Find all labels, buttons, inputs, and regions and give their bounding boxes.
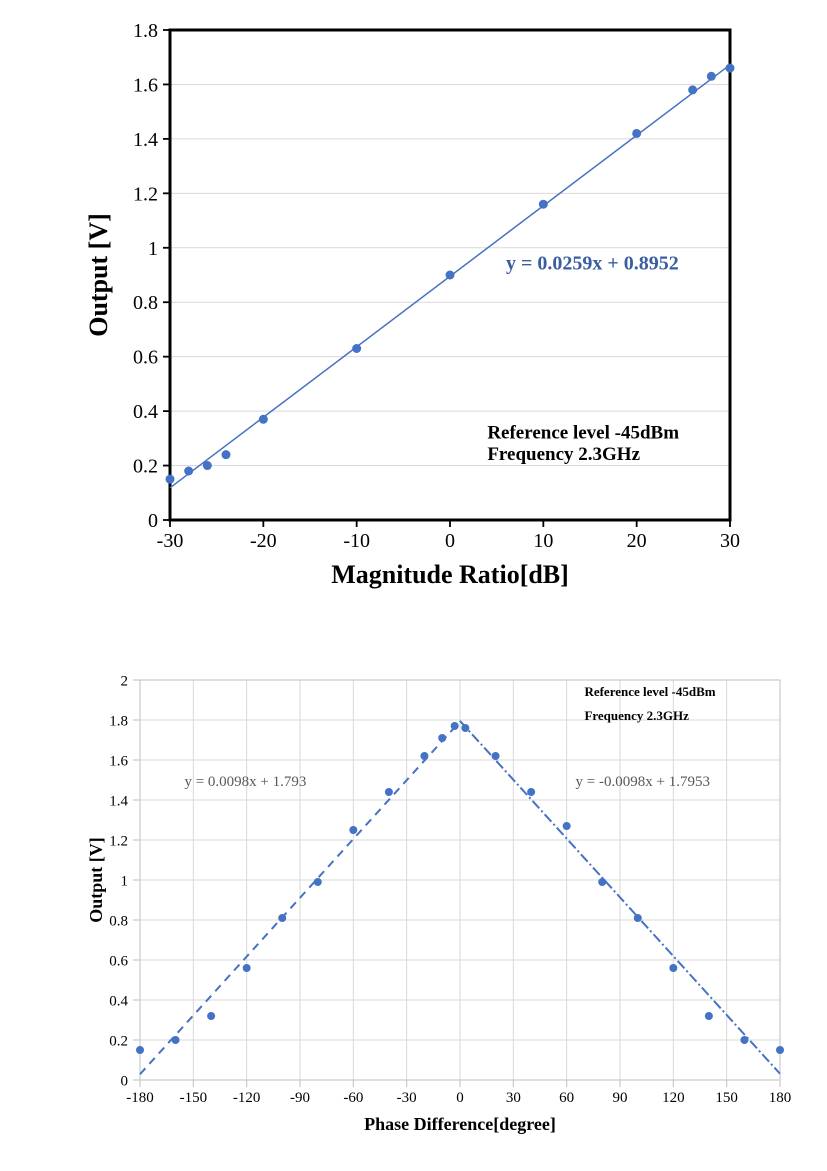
y-tick-label: 1 xyxy=(148,238,158,260)
y-tick-label: 0.8 xyxy=(109,913,128,929)
x-tick-label: 0 xyxy=(456,1090,464,1106)
x-tick-label: -180 xyxy=(126,1090,154,1106)
data-point xyxy=(599,879,606,886)
data-point xyxy=(243,965,250,972)
y-tick-label: 0.2 xyxy=(109,1033,128,1049)
data-point xyxy=(451,723,458,730)
y-tick-label: 1 xyxy=(121,873,129,889)
data-point xyxy=(634,915,641,922)
data-point xyxy=(539,200,547,208)
data-point xyxy=(777,1047,784,1054)
data-point xyxy=(462,725,469,732)
x-tick-label: -60 xyxy=(343,1090,363,1106)
x-tick-label: -30 xyxy=(397,1090,417,1106)
data-point xyxy=(689,86,697,94)
x-tick-label: -20 xyxy=(250,530,277,552)
x-tick-label: -10 xyxy=(343,530,370,552)
x-tick-label: 60 xyxy=(559,1090,574,1106)
data-point xyxy=(439,735,446,742)
data-point xyxy=(726,64,734,72)
y-tick-label: 1.4 xyxy=(133,129,158,151)
chart-annotation: Reference level -45dBm xyxy=(584,684,715,699)
data-point xyxy=(421,753,428,760)
page: -30-20-10010203000.20.40.60.811.21.41.61… xyxy=(0,0,827,1171)
data-point xyxy=(279,915,286,922)
x-tick-label: 10 xyxy=(533,530,553,552)
fit-equation: y = 0.0098x + 1.793 xyxy=(184,774,306,790)
x-tick-label: 30 xyxy=(506,1090,521,1106)
y-tick-label: 1.8 xyxy=(133,20,158,42)
y-tick-label: 1.6 xyxy=(133,74,158,96)
x-tick-label: 120 xyxy=(662,1090,685,1106)
chart-annotation: Frequency 2.3GHz xyxy=(584,708,689,723)
data-point xyxy=(670,965,677,972)
phase-difference-chart: -180 -150 -120 -90 -60 -30 0 30 60 90 120 150 180 0 0.… xyxy=(35,660,805,1160)
x-tick-label: -90 xyxy=(290,1090,310,1106)
y-tick-label: 0.4 xyxy=(133,401,158,423)
data-point xyxy=(314,879,321,886)
data-point xyxy=(222,451,230,459)
y-tick-label: 2 xyxy=(121,673,129,689)
x-tick-label: 150 xyxy=(715,1090,738,1106)
y-tick-label: 0 xyxy=(148,510,158,532)
data-point xyxy=(353,345,361,353)
data-point xyxy=(166,475,174,483)
y-tick-label: 1.4 xyxy=(109,793,128,809)
y-axis-label: Output [V] xyxy=(86,837,106,923)
fit-equation: y = 0.0259x + 0.8952 xyxy=(506,253,679,275)
data-point xyxy=(707,72,715,80)
data-point xyxy=(563,823,570,830)
y-tick-label: 0 xyxy=(121,1073,129,1089)
data-point xyxy=(137,1047,144,1054)
y-tick-label: 0.6 xyxy=(109,953,128,969)
x-tick-label: 90 xyxy=(613,1090,628,1106)
data-point xyxy=(492,753,499,760)
data-point xyxy=(385,789,392,796)
data-point xyxy=(185,467,193,475)
x-axis-label: Phase Difference[degree] xyxy=(364,1114,556,1134)
chart-annotation: Reference level -45dBm xyxy=(487,422,679,443)
data-point xyxy=(741,1037,748,1044)
y-tick-label: 0.4 xyxy=(109,993,128,1009)
x-axis-label: Magnitude Ratio[dB] xyxy=(331,560,569,589)
y-axis-label: Output [V] xyxy=(84,213,113,337)
x-tick-label: -30 xyxy=(157,530,184,552)
y-tick-label: 0.8 xyxy=(133,292,158,314)
magnitude-ratio-chart: -30 -20 -10 0 10 20 30 0 0.2 0.4 0.6 0.8 1 1.2 1.4 1.6 1… xyxy=(50,0,770,640)
data-point xyxy=(208,1013,215,1020)
data-point xyxy=(203,462,211,470)
data-point xyxy=(350,827,357,834)
y-tick-label: 1.2 xyxy=(109,833,128,849)
data-point xyxy=(172,1037,179,1044)
y-tick-label: 0.6 xyxy=(133,347,158,369)
fit-equation: y = -0.0098x + 1.7953 xyxy=(576,774,710,790)
x-tick-label: -150 xyxy=(180,1090,208,1106)
x-tick-label: 20 xyxy=(627,530,647,552)
data-point xyxy=(705,1013,712,1020)
data-point xyxy=(446,271,454,279)
y-tick-label: 1.6 xyxy=(109,753,128,769)
x-tick-label: -120 xyxy=(233,1090,261,1106)
x-tick-label: 180 xyxy=(769,1090,792,1106)
x-tick-label: 0 xyxy=(445,530,455,552)
y-tick-label: 1.8 xyxy=(109,713,128,729)
data-point xyxy=(259,415,267,423)
y-tick-label: 0.2 xyxy=(133,456,158,478)
y-tick-label: 1.2 xyxy=(133,183,158,205)
x-tick-label: 30 xyxy=(720,530,740,552)
data-point xyxy=(528,789,535,796)
chart-annotation: Frequency 2.3GHz xyxy=(487,444,640,465)
data-point xyxy=(633,129,641,137)
